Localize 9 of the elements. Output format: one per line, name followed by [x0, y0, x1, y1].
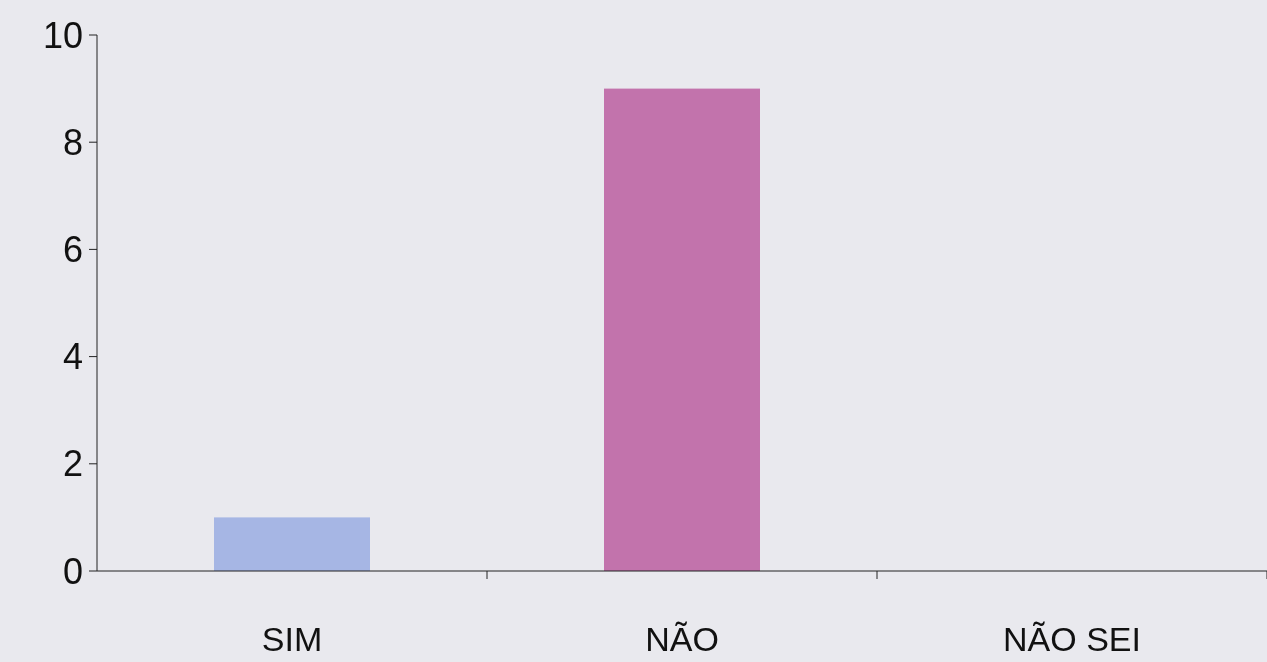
- y-tick-label: 4: [62, 336, 83, 378]
- y-tick-label: 6: [62, 229, 83, 270]
- y-tick-label: 0: [62, 550, 83, 592]
- y-tick-label: 10: [42, 14, 83, 56]
- y-tick-label: 8: [62, 121, 83, 163]
- y-tick-label: 2: [62, 443, 83, 485]
- x-tick-label: NÃO SEI: [1003, 620, 1141, 658]
- x-tick-label: SIM: [261, 620, 323, 658]
- x-tick-label: NÃO: [645, 620, 719, 658]
